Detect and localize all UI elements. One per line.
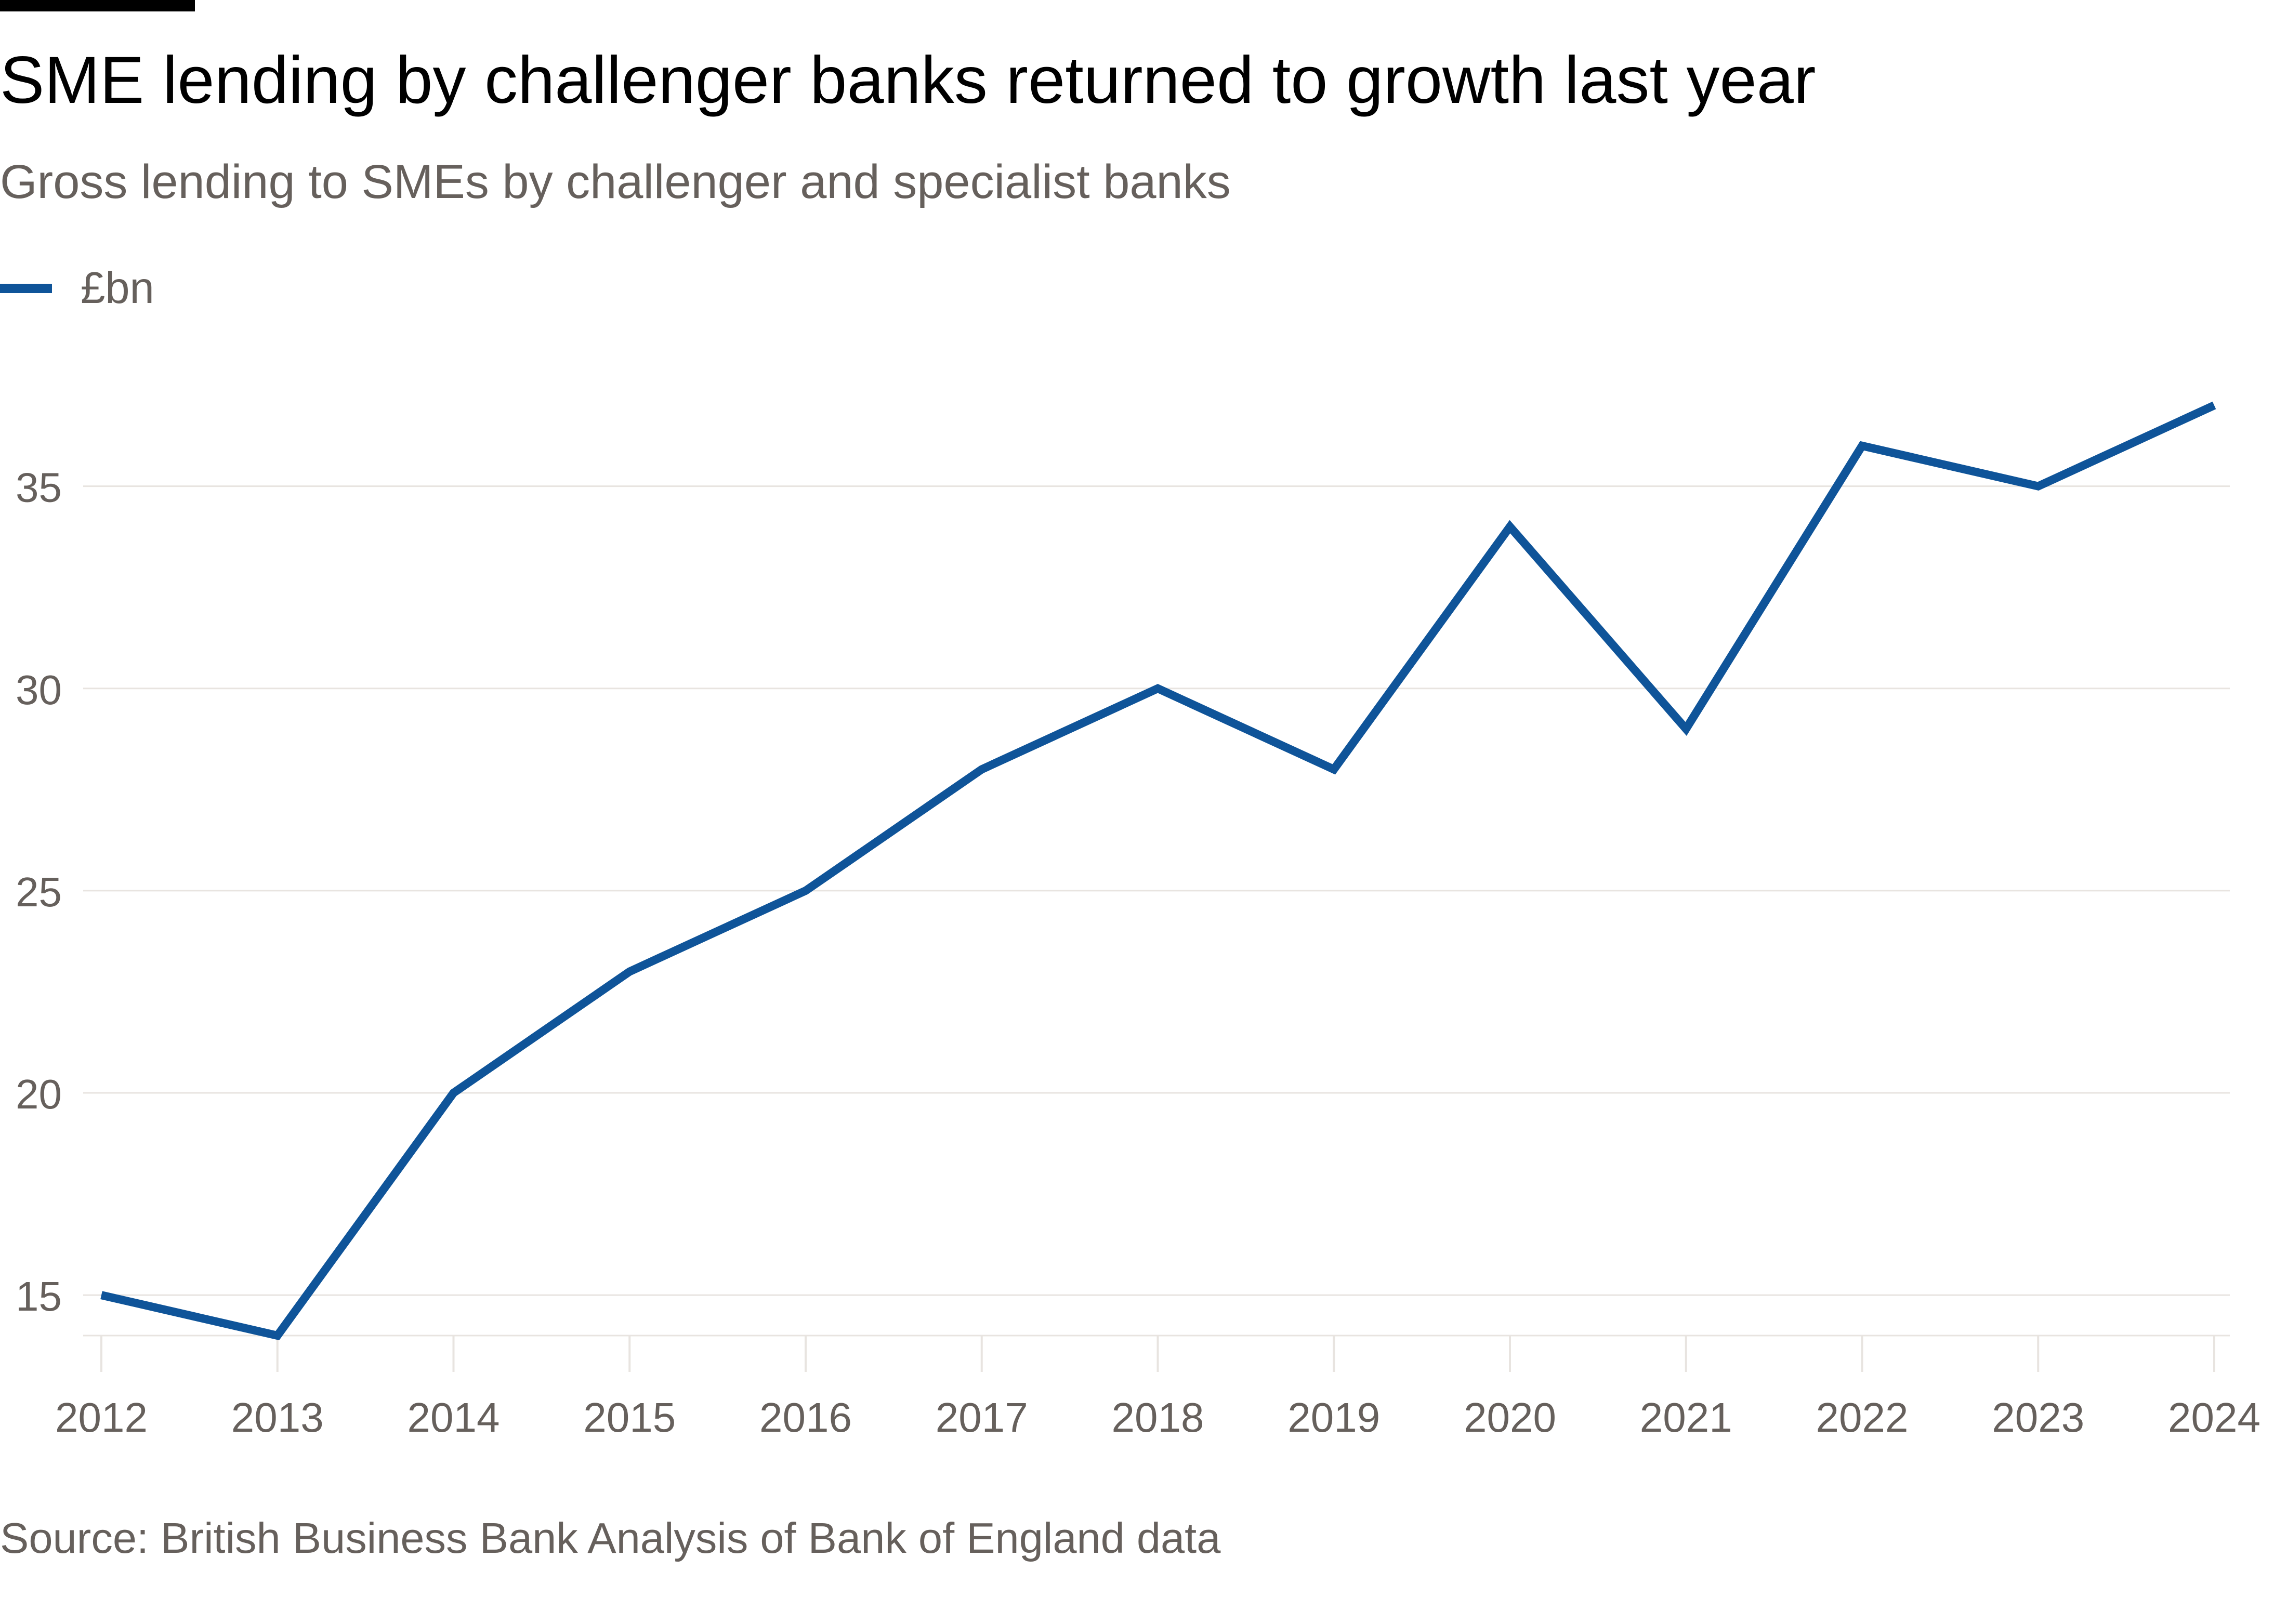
x-tick-label: 2013	[231, 1394, 324, 1441]
series-lines	[100, 401, 2216, 1340]
x-tick-label: 2020	[1464, 1394, 1556, 1441]
y-tick-label: 15	[16, 1273, 62, 1319]
y-axis-labels: 15 20 25 30 35	[16, 465, 62, 1320]
x-tick-label: 2021	[1640, 1394, 1732, 1441]
chart-title: SME lending by challenger banks returned…	[0, 43, 1816, 117]
x-tick-label: 2012	[55, 1394, 148, 1441]
y-tick-label: 35	[16, 465, 62, 511]
header-accent-bar	[0, 0, 195, 11]
y-tick-label: 30	[16, 667, 62, 713]
x-tick-label: 2014	[408, 1394, 500, 1441]
x-tick-label: 2023	[1992, 1394, 2084, 1441]
x-tick-label: 2022	[1816, 1394, 1909, 1441]
legend-label: £bn	[81, 263, 154, 313]
y-tick-label: 25	[16, 869, 62, 915]
source-note: Source: British Business Bank Analysis o…	[0, 1514, 1221, 1562]
x-axis-labels: 2012 2013 2014 2015 2016 2017 2018 2019 2020 2021…	[55, 1394, 2260, 1441]
x-tick-label: 2016	[759, 1394, 852, 1441]
x-axis-ticks	[100, 1336, 2215, 1372]
series-line-0	[100, 401, 2216, 1340]
y-tick-label: 20	[16, 1071, 62, 1117]
x-tick-label: 2017	[936, 1394, 1028, 1441]
chart-subtitle: Gross lending to SMEs by challenger and …	[0, 155, 1231, 208]
x-tick-label: 2015	[583, 1394, 676, 1441]
x-tick-label: 2018	[1112, 1394, 1204, 1441]
legend: £bn	[0, 260, 154, 317]
gridlines	[83, 485, 2230, 1337]
x-tick-label: 2019	[1287, 1394, 1380, 1441]
x-tick-label: 2024	[2168, 1394, 2260, 1441]
legend-swatch-line	[0, 284, 52, 293]
